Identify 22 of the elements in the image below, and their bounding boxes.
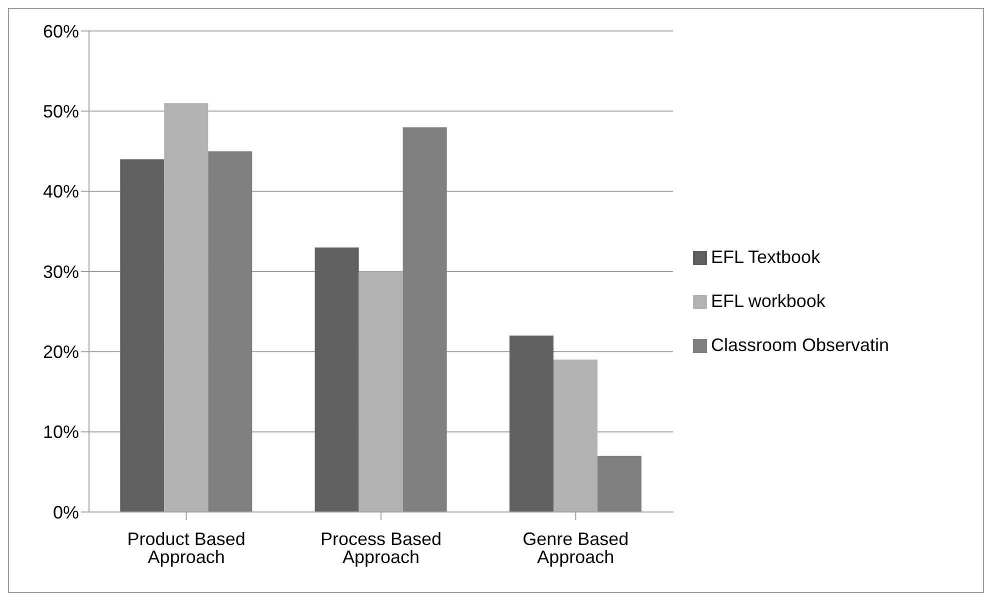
bar (402, 127, 447, 512)
x-tick-label: Product Based Approach (127, 528, 246, 567)
y-tick-label: 20% (42, 342, 79, 362)
y-tick-label: 0% (52, 502, 79, 522)
legend-label: EFL workbook (711, 290, 826, 310)
legend-label: EFL Textbook (711, 246, 820, 266)
bar (314, 247, 359, 512)
x-tick-label: Genre Based Approach (522, 528, 629, 567)
y-tick-label: 60% (42, 21, 79, 42)
bar (597, 456, 642, 512)
y-tick-label: 50% (42, 102, 79, 122)
bar (120, 159, 164, 512)
y-tick-label: 10% (42, 422, 79, 442)
legend-label: Classroom Observatin (711, 334, 890, 354)
bar (553, 360, 598, 512)
bar (208, 151, 252, 512)
x-tick-label: Process Based Approach (320, 528, 442, 567)
bar (358, 272, 403, 512)
y-tick-label: 40% (42, 182, 79, 202)
y-tick-label: 30% (42, 262, 79, 282)
bar (164, 103, 208, 512)
bar (509, 336, 554, 512)
